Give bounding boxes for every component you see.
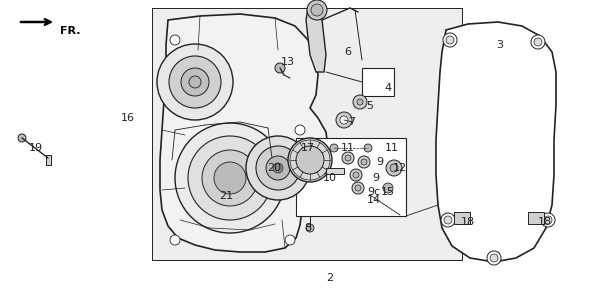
Text: 20: 20: [267, 163, 281, 173]
Text: 9: 9: [372, 173, 379, 183]
Circle shape: [311, 4, 323, 16]
Circle shape: [273, 163, 283, 173]
Bar: [326, 168, 344, 174]
Bar: [528, 212, 544, 224]
Circle shape: [446, 36, 454, 44]
Circle shape: [441, 213, 455, 227]
Circle shape: [306, 224, 314, 232]
Bar: [362, 68, 394, 96]
Circle shape: [157, 44, 233, 120]
Text: 4: 4: [385, 83, 392, 93]
Circle shape: [361, 159, 367, 165]
Circle shape: [202, 150, 258, 206]
Text: 13: 13: [281, 57, 295, 67]
Circle shape: [246, 136, 310, 200]
Text: 11: 11: [385, 143, 399, 153]
Circle shape: [336, 112, 352, 128]
Circle shape: [169, 56, 221, 108]
Text: 11: 11: [341, 143, 355, 153]
Circle shape: [170, 235, 180, 245]
Text: 21: 21: [219, 191, 233, 201]
Text: FR.: FR.: [60, 26, 80, 36]
Circle shape: [275, 63, 285, 73]
Circle shape: [285, 235, 295, 245]
Circle shape: [534, 38, 542, 46]
Bar: [296, 138, 406, 216]
Text: 8: 8: [304, 223, 312, 233]
Circle shape: [487, 251, 501, 265]
Circle shape: [296, 146, 324, 174]
Circle shape: [18, 134, 26, 142]
Circle shape: [386, 160, 402, 176]
Circle shape: [357, 99, 363, 105]
Text: 19: 19: [29, 143, 43, 153]
Text: 15: 15: [381, 187, 395, 197]
Circle shape: [444, 216, 452, 224]
Text: 3: 3: [497, 40, 503, 50]
Bar: [152, 8, 462, 260]
Circle shape: [189, 76, 201, 88]
Circle shape: [181, 68, 209, 96]
Circle shape: [353, 95, 367, 109]
Text: 18: 18: [461, 217, 475, 227]
Circle shape: [214, 162, 246, 194]
Text: 5: 5: [366, 101, 373, 111]
Circle shape: [531, 35, 545, 49]
Text: 18: 18: [538, 217, 552, 227]
Circle shape: [352, 182, 364, 194]
Bar: [46, 155, 51, 165]
Circle shape: [383, 183, 393, 193]
Circle shape: [330, 144, 338, 152]
Circle shape: [541, 213, 555, 227]
Circle shape: [345, 155, 351, 161]
Circle shape: [170, 35, 180, 45]
Text: 14: 14: [367, 195, 381, 205]
Polygon shape: [436, 22, 556, 262]
Circle shape: [188, 136, 272, 220]
Circle shape: [342, 152, 354, 164]
Text: 2: 2: [326, 273, 333, 283]
Text: 9c: 9c: [368, 187, 381, 197]
Circle shape: [295, 125, 305, 135]
Text: 17: 17: [301, 143, 315, 153]
Text: 10: 10: [323, 173, 337, 183]
Text: 7: 7: [349, 117, 356, 127]
Polygon shape: [306, 8, 326, 72]
Circle shape: [443, 33, 457, 47]
Circle shape: [256, 146, 300, 190]
Text: 12: 12: [393, 163, 407, 173]
Circle shape: [340, 116, 348, 124]
Polygon shape: [160, 14, 328, 252]
Circle shape: [266, 156, 290, 180]
Circle shape: [544, 216, 552, 224]
Text: 16: 16: [121, 113, 135, 123]
Circle shape: [353, 172, 359, 178]
Circle shape: [175, 123, 285, 233]
Circle shape: [350, 169, 362, 181]
Text: 6: 6: [345, 47, 352, 57]
Circle shape: [307, 0, 327, 20]
Text: 9: 9: [376, 157, 384, 167]
Bar: [152, 8, 462, 260]
Circle shape: [358, 156, 370, 168]
Circle shape: [490, 254, 498, 262]
Bar: [454, 212, 470, 224]
Circle shape: [364, 144, 372, 152]
Circle shape: [390, 164, 398, 172]
Circle shape: [288, 138, 332, 182]
Circle shape: [355, 185, 361, 191]
